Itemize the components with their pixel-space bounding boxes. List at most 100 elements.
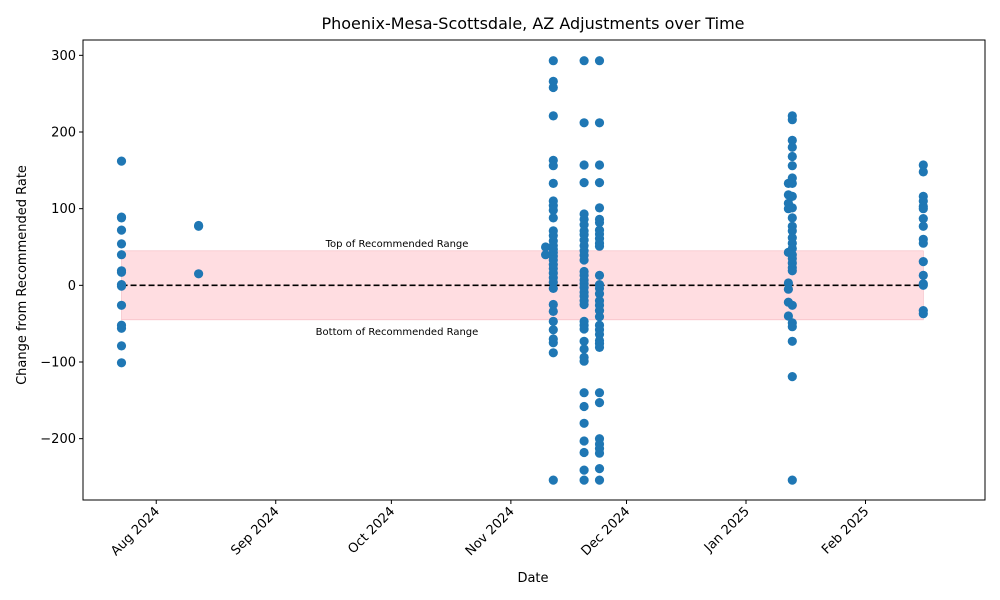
data-point [579, 56, 589, 66]
data-point [787, 213, 797, 223]
data-point [579, 344, 589, 354]
data-point [579, 324, 589, 334]
data-point [787, 191, 797, 201]
data-point [579, 356, 589, 366]
data-point [548, 178, 558, 188]
data-point [116, 213, 127, 223]
data-point [579, 160, 589, 170]
data-point [541, 242, 551, 252]
data-point [594, 118, 605, 128]
data-point [579, 388, 589, 398]
data-point [918, 257, 928, 267]
data-point [594, 388, 605, 398]
data-point [579, 336, 589, 346]
data-point [787, 178, 797, 188]
y-tick-label: 0 [68, 279, 76, 294]
data-point [783, 284, 794, 294]
data-point [594, 56, 605, 66]
data-point [594, 448, 605, 458]
data-point [918, 280, 928, 290]
x-axis-label: Date [517, 571, 548, 586]
data-point [787, 266, 797, 276]
data-point [116, 239, 127, 249]
data-point [594, 289, 605, 299]
data-point [116, 267, 127, 277]
y-tick-label: 200 [51, 126, 76, 141]
x-tick-label: Sep 2024 [228, 504, 282, 558]
data-point [116, 250, 127, 260]
data-point [918, 160, 928, 170]
data-point [594, 312, 605, 322]
data-point [918, 270, 928, 280]
data-point [579, 255, 589, 265]
y-axis: −200 −100 0 100 200 300 [40, 49, 83, 447]
data-point [594, 160, 605, 170]
data-point [787, 475, 797, 485]
data-point [918, 167, 928, 177]
data-point [594, 475, 605, 485]
x-tick-label: Feb 2025 [819, 504, 872, 557]
x-tick-label: Dec 2024 [579, 504, 634, 559]
data-point [548, 316, 558, 326]
data-point [548, 56, 558, 66]
data-point [548, 348, 558, 358]
x-axis: Aug 2024 Sep 2024 Oct 2024 Nov 2024 Dec 2024… [108, 500, 872, 559]
data-point [579, 401, 589, 412]
x-tick-label: Oct 2024 [345, 504, 398, 557]
data-point [548, 475, 558, 485]
data-point [594, 217, 605, 228]
data-point [594, 270, 605, 280]
data-point [579, 178, 589, 188]
data-point [548, 325, 558, 335]
data-point [548, 111, 558, 121]
data-point [548, 82, 558, 93]
data-point [116, 281, 127, 291]
y-tick-label: −100 [40, 356, 76, 371]
data-point [548, 283, 558, 293]
y-tick-label: 300 [51, 49, 76, 64]
data-point [787, 142, 797, 152]
data-point [116, 323, 127, 333]
data-point [594, 203, 605, 213]
data-point [787, 372, 797, 382]
data-point [918, 221, 928, 231]
data-point [787, 161, 797, 171]
data-point [548, 161, 558, 171]
data-point [579, 465, 589, 475]
data-point [787, 115, 797, 125]
data-point [918, 204, 928, 214]
data-point [783, 311, 794, 321]
data-point [579, 475, 589, 485]
data-point [579, 118, 589, 128]
y-tick-label: −200 [40, 432, 76, 447]
x-tick-label: Aug 2024 [108, 504, 163, 559]
data-point [194, 269, 204, 279]
plot-frame [82, 39, 986, 501]
plot-area: Top of Recommended Range Bottom of Recom… [116, 56, 928, 485]
data-point [594, 464, 605, 474]
y-axis-label: Change from Recommended Rate [15, 165, 30, 385]
data-point [116, 225, 127, 235]
x-tick-label: Jan 2025 [701, 504, 753, 556]
data-point [579, 436, 589, 446]
data-point [116, 341, 127, 351]
data-point [194, 221, 204, 231]
data-point [594, 398, 605, 408]
data-point [918, 238, 928, 248]
data-point [116, 300, 127, 310]
data-point [548, 213, 558, 223]
data-point [116, 358, 127, 368]
data-point [787, 135, 797, 145]
data-point [594, 178, 605, 188]
bottom-of-range-label: Bottom of Recommended Range [316, 327, 479, 338]
data-point [787, 151, 797, 162]
chart-title: Phoenix-Mesa-Scottsdale, AZ Adjustments … [321, 14, 744, 33]
data-point [918, 214, 928, 224]
data-point [787, 322, 797, 332]
data-point [787, 336, 797, 346]
data-point [787, 300, 797, 310]
data-point [579, 447, 589, 458]
data-point [548, 338, 558, 348]
data-point [579, 299, 589, 310]
data-point [787, 203, 797, 213]
